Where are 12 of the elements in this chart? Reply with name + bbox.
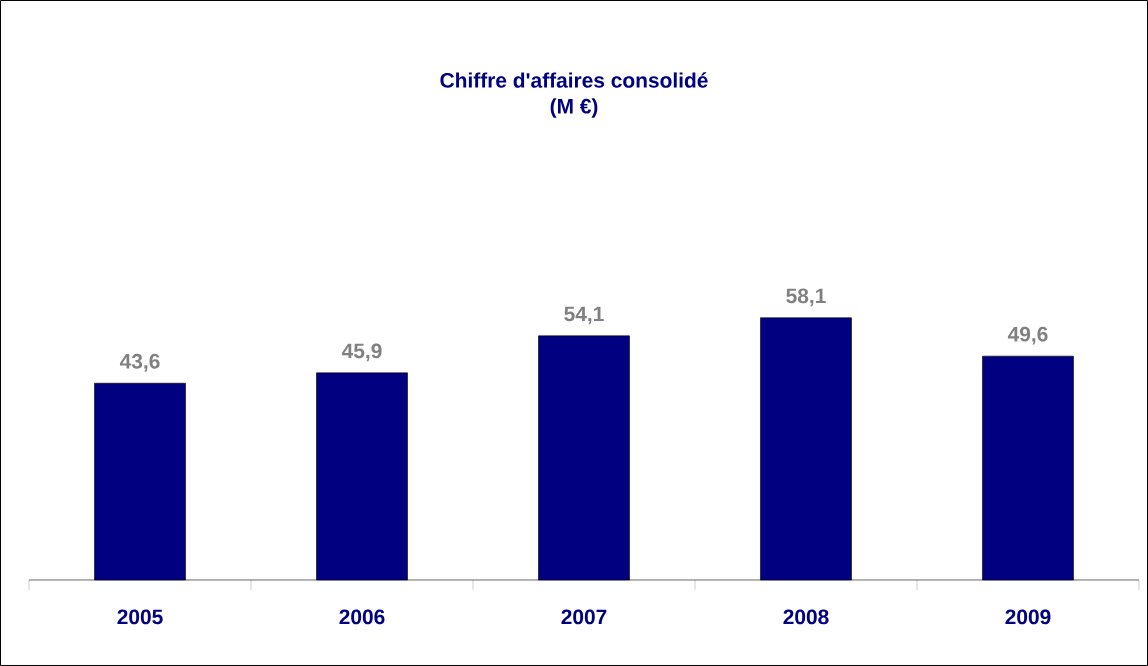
x-tick-label: 2007 [561, 609, 607, 625]
chart-title: Chiffre d'affaires consolidé [440, 72, 708, 88]
data-label: 49,6 [1007, 326, 1048, 345]
x-tick-label: 2008 [783, 609, 829, 625]
chart-subtitle: (M €) [550, 98, 598, 118]
data-label: 45,9 [341, 343, 382, 362]
data-label: 43,6 [119, 353, 160, 372]
data-label: 54,1 [564, 306, 604, 325]
x-tick-label: 2009 [1005, 609, 1051, 625]
x-tick-label: 2006 [339, 609, 385, 625]
x-tick-label: 2005 [117, 609, 163, 625]
data-label: 58,1 [786, 288, 826, 307]
